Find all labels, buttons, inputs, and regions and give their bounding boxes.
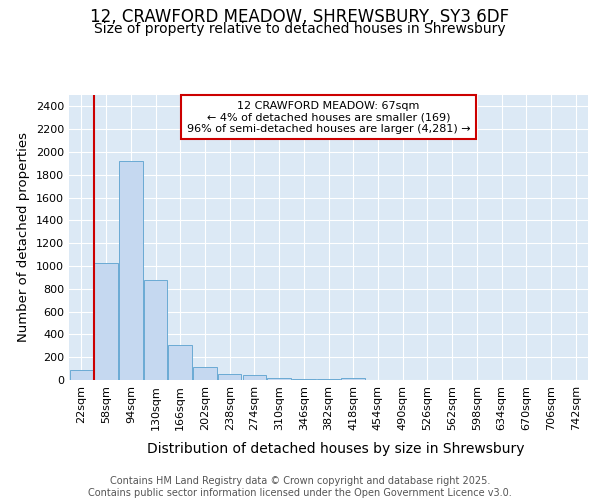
Y-axis label: Number of detached properties: Number of detached properties xyxy=(17,132,31,342)
Bar xyxy=(119,161,143,380)
Bar xyxy=(268,378,291,380)
Bar xyxy=(292,379,316,380)
Bar xyxy=(94,262,118,380)
Bar xyxy=(341,378,365,380)
Text: Distribution of detached houses by size in Shrewsbury: Distribution of detached houses by size … xyxy=(147,442,525,456)
Bar xyxy=(218,374,241,380)
Bar xyxy=(144,280,167,380)
Bar xyxy=(70,370,93,380)
Text: Contains HM Land Registry data © Crown copyright and database right 2025.: Contains HM Land Registry data © Crown c… xyxy=(110,476,490,486)
Text: Contains public sector information licensed under the Open Government Licence v3: Contains public sector information licen… xyxy=(88,488,512,498)
Text: 12, CRAWFORD MEADOW, SHREWSBURY, SY3 6DF: 12, CRAWFORD MEADOW, SHREWSBURY, SY3 6DF xyxy=(91,8,509,26)
Bar xyxy=(193,368,217,380)
Bar xyxy=(169,345,192,380)
Text: Size of property relative to detached houses in Shrewsbury: Size of property relative to detached ho… xyxy=(94,22,506,36)
Text: 12 CRAWFORD MEADOW: 67sqm
← 4% of detached houses are smaller (169)
96% of semi-: 12 CRAWFORD MEADOW: 67sqm ← 4% of detach… xyxy=(187,100,470,134)
Bar xyxy=(242,375,266,380)
